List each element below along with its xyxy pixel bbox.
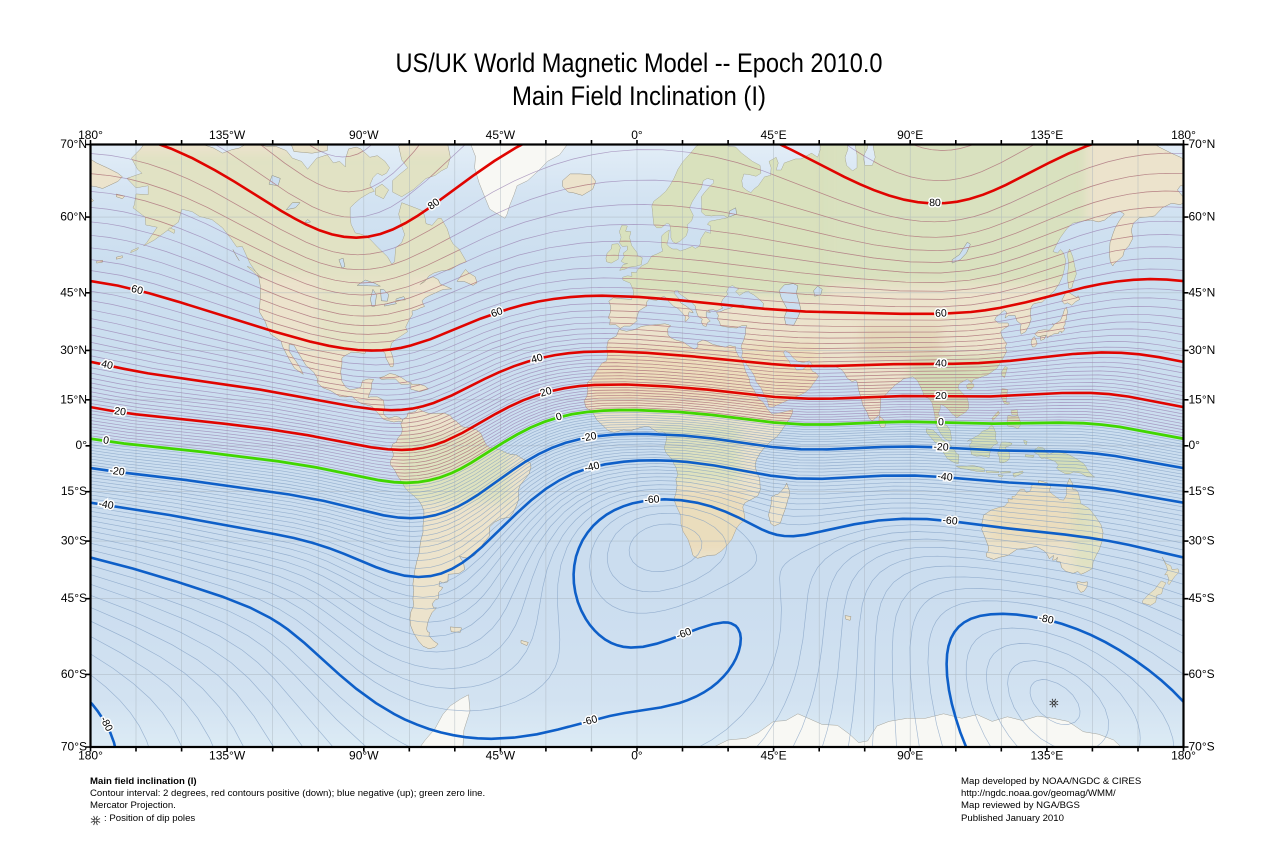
svg-text:45°W: 45°W (486, 128, 516, 142)
svg-text:60°N: 60°N (1189, 210, 1216, 224)
svg-text:0: 0 (938, 416, 944, 428)
svg-text:60: 60 (489, 305, 504, 320)
svg-text:Map reviewed by NGA/BGS: Map reviewed by NGA/BGS (961, 800, 1080, 811)
svg-text:Map developed by NOAA/NGDC & C: Map developed by NOAA/NGDC & CIRES (961, 776, 1141, 787)
svg-text:15°S: 15°S (1189, 484, 1215, 498)
svg-text:45°N: 45°N (1189, 285, 1216, 299)
svg-text:US/UK World Magnetic Model --: US/UK World Magnetic Model -- Epoch 2010… (396, 48, 883, 78)
svg-text:45°E: 45°E (761, 749, 787, 763)
svg-text:70°N: 70°N (1189, 137, 1216, 151)
svg-text:60°S: 60°S (61, 667, 87, 681)
svg-text:15°N: 15°N (1189, 392, 1216, 406)
svg-text:60°N: 60°N (60, 210, 87, 224)
svg-text:70°N: 70°N (60, 137, 87, 151)
svg-text:0°: 0° (1189, 438, 1201, 452)
svg-text:60: 60 (130, 283, 144, 298)
svg-text:Main Field Inclination (I): Main Field Inclination (I) (512, 81, 766, 111)
svg-text:Published January 2010: Published January 2010 (961, 813, 1064, 824)
svg-text:-40: -40 (583, 459, 601, 474)
svg-text:20: 20 (935, 390, 947, 402)
svg-text:45°W: 45°W (486, 749, 516, 763)
svg-text:15°S: 15°S (61, 484, 87, 498)
svg-text:: Position of dip poles: : Position of dip poles (104, 813, 195, 824)
svg-text:-60: -60 (942, 514, 958, 527)
svg-text:90°W: 90°W (349, 749, 379, 763)
svg-text:40: 40 (935, 358, 947, 370)
svg-text:40: 40 (530, 352, 545, 367)
svg-text:180°: 180° (1171, 128, 1196, 142)
svg-text:60: 60 (935, 307, 947, 320)
svg-text:20: 20 (113, 405, 126, 419)
svg-text:45°S: 45°S (1189, 591, 1215, 605)
svg-text:Mercator Projection.: Mercator Projection. (90, 800, 176, 811)
svg-text:40: 40 (100, 358, 114, 372)
svg-text:30°S: 30°S (1189, 534, 1215, 548)
svg-text:-40: -40 (937, 470, 953, 483)
svg-text:-40: -40 (98, 498, 115, 512)
svg-text:0°: 0° (631, 128, 643, 142)
svg-text:70°S: 70°S (61, 740, 87, 754)
svg-text:60°S: 60°S (1189, 667, 1215, 681)
svg-text:0°: 0° (76, 438, 88, 452)
svg-text:-20: -20 (933, 441, 949, 454)
svg-text:-60: -60 (644, 493, 660, 506)
svg-text:90°W: 90°W (349, 128, 379, 142)
svg-text:Contour interval: 2 degrees, r: Contour interval: 2 degrees, red contour… (90, 788, 485, 799)
svg-text:45°E: 45°E (761, 128, 787, 142)
svg-text:180°: 180° (78, 749, 103, 763)
svg-text:135°E: 135°E (1030, 749, 1063, 763)
svg-text:20: 20 (539, 385, 554, 400)
svg-text:-20: -20 (109, 465, 126, 479)
svg-text:90°E: 90°E (897, 749, 923, 763)
svg-text:0: 0 (555, 411, 564, 424)
svg-text:45°N: 45°N (60, 285, 87, 299)
svg-text:80: 80 (929, 197, 941, 209)
svg-text:180°: 180° (1171, 749, 1196, 763)
svg-text:135°W: 135°W (209, 749, 246, 763)
svg-text:-20: -20 (580, 430, 597, 444)
svg-text:135°E: 135°E (1030, 128, 1063, 142)
svg-text:30°N: 30°N (60, 343, 87, 357)
svg-text:Main field inclination (I): Main field inclination (I) (90, 776, 197, 787)
svg-text:70°S: 70°S (1189, 740, 1215, 754)
svg-text:0°: 0° (631, 749, 643, 763)
svg-text:0: 0 (102, 434, 110, 447)
svg-text:30°N: 30°N (1189, 343, 1216, 357)
svg-text:45°S: 45°S (61, 591, 87, 605)
svg-text:30°S: 30°S (61, 534, 87, 548)
svg-text:135°W: 135°W (209, 128, 246, 142)
svg-text:90°E: 90°E (897, 128, 923, 142)
svg-text:15°N: 15°N (60, 392, 87, 406)
svg-text:180°: 180° (78, 128, 103, 142)
svg-text:http://ngdc.noaa.gov/geomag/WM: http://ngdc.noaa.gov/geomag/WMM/ (961, 788, 1116, 799)
svg-text:-60: -60 (581, 713, 599, 729)
svg-text:-80: -80 (1037, 612, 1054, 627)
